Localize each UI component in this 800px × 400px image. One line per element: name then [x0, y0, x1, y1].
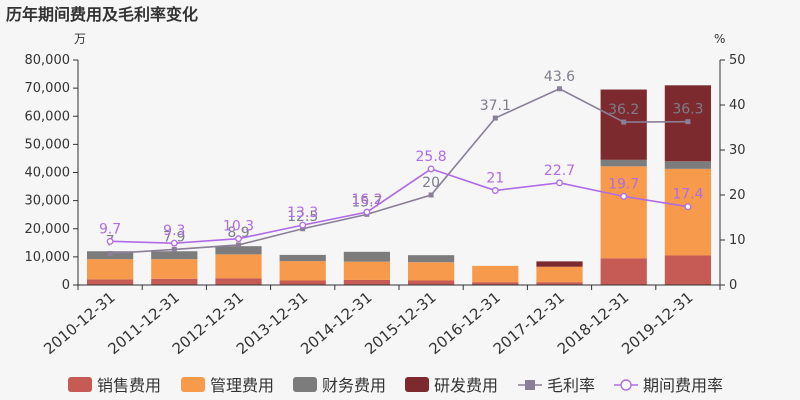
bar-segment [407, 255, 455, 263]
right-tick-label: 30 [729, 143, 746, 158]
bar-segment [215, 278, 262, 285]
data-label: 9.3 [163, 223, 185, 239]
data-point [620, 192, 628, 200]
legend-label[interactable]: 研发费用 [434, 376, 498, 395]
left-tick-label: 60,000 [25, 109, 71, 124]
data-label: 7.9 [163, 229, 185, 245]
bar-segment [279, 254, 326, 262]
left-tick-label: 0 [62, 278, 70, 293]
bar-segment [343, 251, 391, 262]
legend-label[interactable]: 毛利率 [547, 376, 595, 395]
bar-segment [215, 254, 262, 279]
left-axis-unit: 万 [74, 32, 86, 46]
right-tick-label: 0 [729, 278, 737, 293]
left-tick-label: 70,000 [25, 81, 71, 96]
bar-segment [151, 259, 198, 279]
bar-segment [600, 159, 647, 167]
data-label: 16.2 [351, 192, 382, 208]
data-point [428, 192, 434, 198]
data-label: 43.6 [544, 69, 575, 85]
data-point [235, 235, 242, 243]
data-label: 13.3 [287, 205, 318, 221]
left-tick-label: 10,000 [25, 250, 71, 265]
data-point [492, 115, 498, 121]
legend-label[interactable]: 财务费用 [322, 376, 386, 395]
data-label: 9.7 [99, 221, 121, 237]
data-label: 10.3 [223, 219, 254, 235]
data-label: 12.5 [287, 209, 318, 225]
data-point [171, 246, 177, 252]
legend-label[interactable]: 期间费用率 [643, 376, 723, 395]
bar-segment [664, 161, 712, 169]
bar-segment [151, 251, 198, 260]
right-tick-label: 10 [729, 233, 746, 248]
right-tick-label: 20 [729, 188, 746, 203]
data-label: 19.7 [608, 176, 639, 192]
data-point [236, 242, 241, 248]
data-point [685, 119, 691, 125]
legend-swatch [293, 377, 317, 392]
bar-segment [536, 261, 583, 267]
bar-segment [600, 166, 647, 259]
data-label: 21 [486, 171, 504, 187]
data-point [557, 86, 562, 92]
data-label: 25.8 [416, 149, 447, 165]
series-line [110, 87, 688, 255]
bar-segment [86, 259, 134, 280]
bar-segment [407, 262, 455, 281]
right-tick-label: 50 [729, 53, 746, 68]
data-point [556, 179, 563, 187]
data-point [300, 226, 306, 232]
data-point [491, 187, 499, 194]
series-line [110, 168, 689, 244]
bar-segment [536, 266, 583, 283]
bar-segment [600, 258, 647, 285]
legend-swatch [405, 377, 429, 392]
legend-marker [620, 379, 632, 391]
chart-title: 历年期间费用及毛利率变化 [6, 5, 198, 24]
data-point [106, 237, 114, 245]
left-tick-label: 30,000 [25, 194, 71, 209]
left-tick-label: 50,000 [25, 137, 71, 152]
data-point [363, 208, 371, 216]
data-point [684, 203, 692, 211]
bar-segment [279, 280, 326, 285]
data-point [170, 239, 178, 247]
data-label: 22.7 [544, 163, 575, 179]
bar-segment [151, 278, 198, 285]
legend-label[interactable]: 销售费用 [97, 376, 161, 395]
left-tick-label: 80,000 [25, 53, 71, 68]
bar-segment [472, 282, 519, 285]
bar-segment [536, 282, 583, 285]
legend-swatch [68, 377, 92, 392]
data-point [621, 119, 627, 125]
legend-label[interactable]: 管理费用 [210, 376, 274, 395]
bar-segment [343, 279, 391, 285]
bar-segment [407, 280, 455, 285]
bar-segment [664, 255, 712, 285]
data-point [299, 221, 307, 229]
left-tick-label: 20,000 [25, 222, 71, 237]
bar-segment [86, 279, 134, 285]
right-axis-unit: % [714, 32, 725, 46]
x-tick-label: 2019-12-31 [618, 288, 696, 358]
legend-swatch [181, 377, 205, 392]
left-tick-label: 40,000 [25, 166, 71, 181]
bar-segment [600, 89, 647, 160]
data-label: 37.1 [480, 98, 511, 114]
bar-segment [279, 261, 326, 281]
bar-segment [664, 168, 712, 256]
right-tick-label: 40 [729, 98, 746, 113]
data-label: 20 [422, 175, 440, 191]
bar-segment [215, 246, 262, 255]
data-label: 36.2 [608, 102, 639, 118]
legend-marker [525, 380, 535, 390]
bar-segment [343, 261, 391, 280]
bar-segment [472, 265, 519, 283]
data-label: 17.4 [672, 187, 703, 203]
data-label: 36.3 [672, 102, 703, 118]
data-point [427, 165, 435, 173]
data-point [107, 251, 113, 256]
